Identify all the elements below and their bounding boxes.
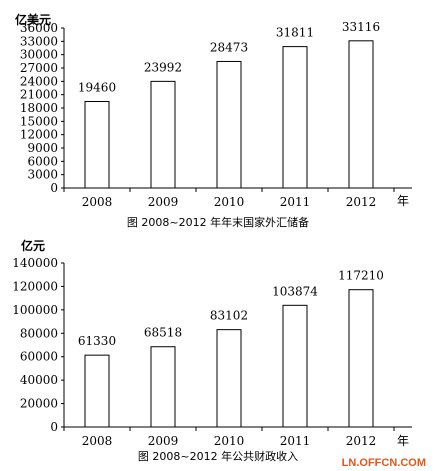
x-tick-label: 2011 xyxy=(280,195,311,209)
y-tick-label: 120000 xyxy=(12,279,58,293)
foreign-reserves-chart: 0300060009000120001500018000210002400027… xyxy=(15,12,412,229)
bar-value-label: 83102 xyxy=(210,309,248,323)
bar-2009 xyxy=(150,80,176,189)
x-tick-label: 2010 xyxy=(214,195,245,209)
bar-2012 xyxy=(348,40,374,189)
bar-value-label: 117210 xyxy=(338,269,384,283)
y-tick-label: 6000 xyxy=(27,154,58,168)
bar-value-label: 23992 xyxy=(144,60,182,74)
chart-caption: 图 2008~2012 年公共财政收入 xyxy=(138,449,298,463)
y-axis-unit-label: 亿元 xyxy=(21,238,45,253)
x-tick-label: 2010 xyxy=(214,434,245,448)
y-tick-label: 27000 xyxy=(20,61,58,75)
y-tick-label: 33000 xyxy=(20,34,58,48)
y-tick-label: 15000 xyxy=(20,114,58,128)
bar-2012 xyxy=(348,289,374,428)
x-tick-label: 2008 xyxy=(82,434,113,448)
y-tick-label: 0 xyxy=(50,420,58,434)
x-tick-label: 2012 xyxy=(346,434,377,448)
y-tick-label: 24000 xyxy=(20,74,58,88)
watermark: LN.OFFCN.COM xyxy=(342,457,426,469)
bar-value-label: 103874 xyxy=(272,284,318,298)
bar-value-label: 19460 xyxy=(78,81,116,95)
fiscal-revenue-chart: 0 20000 40000 60000 80000 100000 120000 140000 6… xyxy=(12,238,412,463)
y-tick-label: 80000 xyxy=(20,326,58,340)
y-tick-label: 36000 xyxy=(20,21,58,35)
x-tick-label: 2009 xyxy=(148,434,179,448)
y-tick-label: 100000 xyxy=(12,303,58,317)
bar-value-label: 31811 xyxy=(276,26,314,40)
bar-2009 xyxy=(150,346,176,428)
bar-2011 xyxy=(282,304,308,428)
bar-value-label: 28473 xyxy=(210,40,248,54)
x-axis-unit-label: 年 xyxy=(397,194,409,208)
y-tick-label: 140000 xyxy=(12,256,58,270)
x-axis-unit-label: 年 xyxy=(397,434,409,448)
bar-2008 xyxy=(84,354,110,428)
bar-2010 xyxy=(216,329,242,428)
y-tick-label: 21000 xyxy=(20,88,58,102)
y-tick-label: 0 xyxy=(50,181,58,195)
bar-value-label: 61330 xyxy=(78,334,116,348)
bar-value-label: 33116 xyxy=(342,20,380,34)
y-tick-label: 60000 xyxy=(20,350,58,364)
y-tick-label: 9000 xyxy=(27,141,58,155)
y-tick-label: 20000 xyxy=(20,397,58,411)
bar-2008 xyxy=(84,101,110,189)
chart-caption: 图 2008~2012 年年末国家外汇储备 xyxy=(127,215,309,229)
y-tick-label: 12000 xyxy=(20,128,58,142)
bar-2010 xyxy=(216,60,242,189)
x-tick-label: 2008 xyxy=(82,195,113,209)
x-tick-label: 2011 xyxy=(280,434,311,448)
x-tick-label: 2012 xyxy=(346,195,377,209)
bar-2011 xyxy=(282,46,308,189)
bar-value-label: 68518 xyxy=(144,326,182,340)
y-tick-label: 40000 xyxy=(20,373,58,387)
y-axis-unit-label: 亿美元 xyxy=(15,12,51,27)
y-tick-label: 18000 xyxy=(20,101,58,115)
y-tick-label: 30000 xyxy=(20,48,58,62)
x-tick-label: 2009 xyxy=(148,195,179,209)
y-tick-label: 3000 xyxy=(27,168,58,182)
